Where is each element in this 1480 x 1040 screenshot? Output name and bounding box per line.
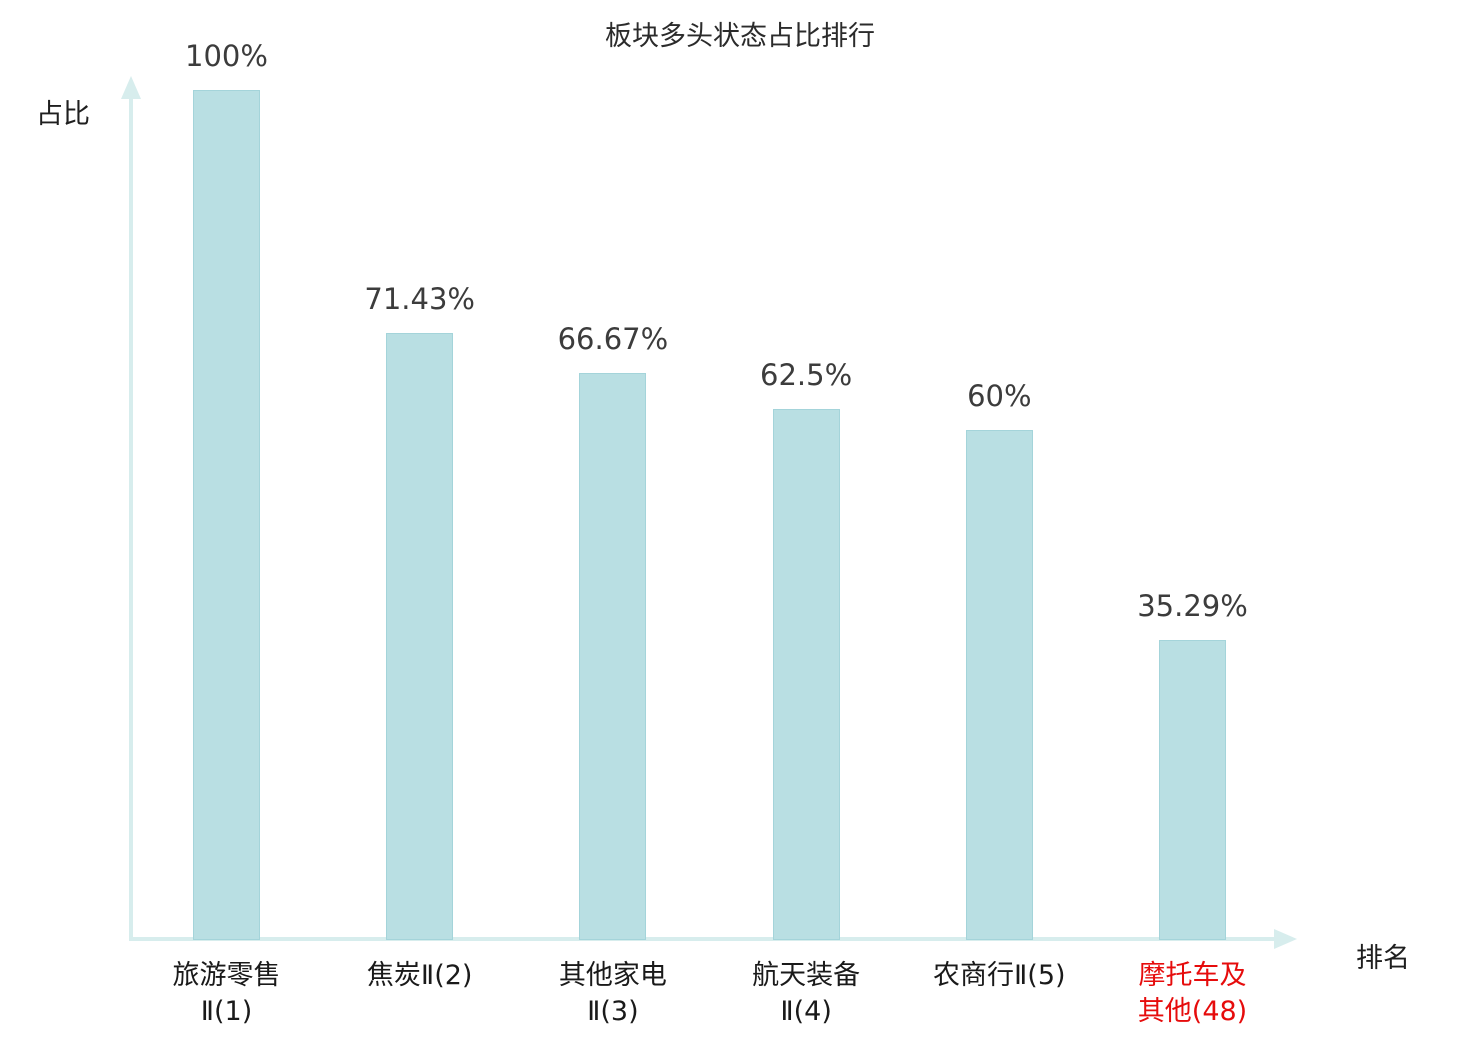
bar	[579, 373, 647, 940]
chart-title: 板块多头状态占比排行	[605, 21, 875, 52]
bar	[772, 408, 840, 940]
bar	[965, 430, 1033, 940]
category-label-line: 航天装备	[752, 960, 861, 991]
category-label: 其他家电 Ⅱ(3)	[463, 958, 763, 1030]
category-label: 旅游零售 Ⅱ(1)	[77, 958, 377, 1030]
value-label: 71.43%	[364, 281, 475, 316]
category-label-line: 摩托车及	[1138, 960, 1247, 991]
bar	[193, 90, 260, 940]
category-label-line: 其他家电	[558, 960, 667, 991]
bar	[386, 332, 454, 940]
x-axis-label: 排名	[1356, 943, 1410, 974]
y-axis-label: 占比	[36, 99, 90, 130]
category-label-line: 旅游零售	[172, 960, 281, 991]
value-label: 60%	[967, 379, 1032, 413]
category-label: 摩托车及其他(48)	[1043, 958, 1343, 1030]
bar	[1159, 640, 1226, 940]
category-label-line: Ⅱ(1)	[200, 996, 253, 1027]
category-label: 航天装备 Ⅱ(4)	[656, 958, 956, 1030]
category-label: 农商行Ⅱ(5)	[849, 958, 1149, 994]
value-label: 35.29%	[1137, 589, 1248, 624]
category-label-line: 农商行Ⅱ(5)	[933, 960, 1066, 991]
category-label-line: Ⅱ(4)	[780, 996, 832, 1027]
category-label-line: 其他(48)	[1137, 996, 1248, 1027]
category-label-line: Ⅱ(3)	[587, 996, 639, 1027]
value-label: 66.67%	[557, 322, 669, 357]
category-label: 焦炭Ⅱ(2)	[270, 958, 570, 994]
value-label: 100%	[185, 39, 268, 73]
category-label-line: 焦炭Ⅱ(2)	[366, 960, 473, 991]
value-label: 62.5%	[760, 357, 853, 392]
